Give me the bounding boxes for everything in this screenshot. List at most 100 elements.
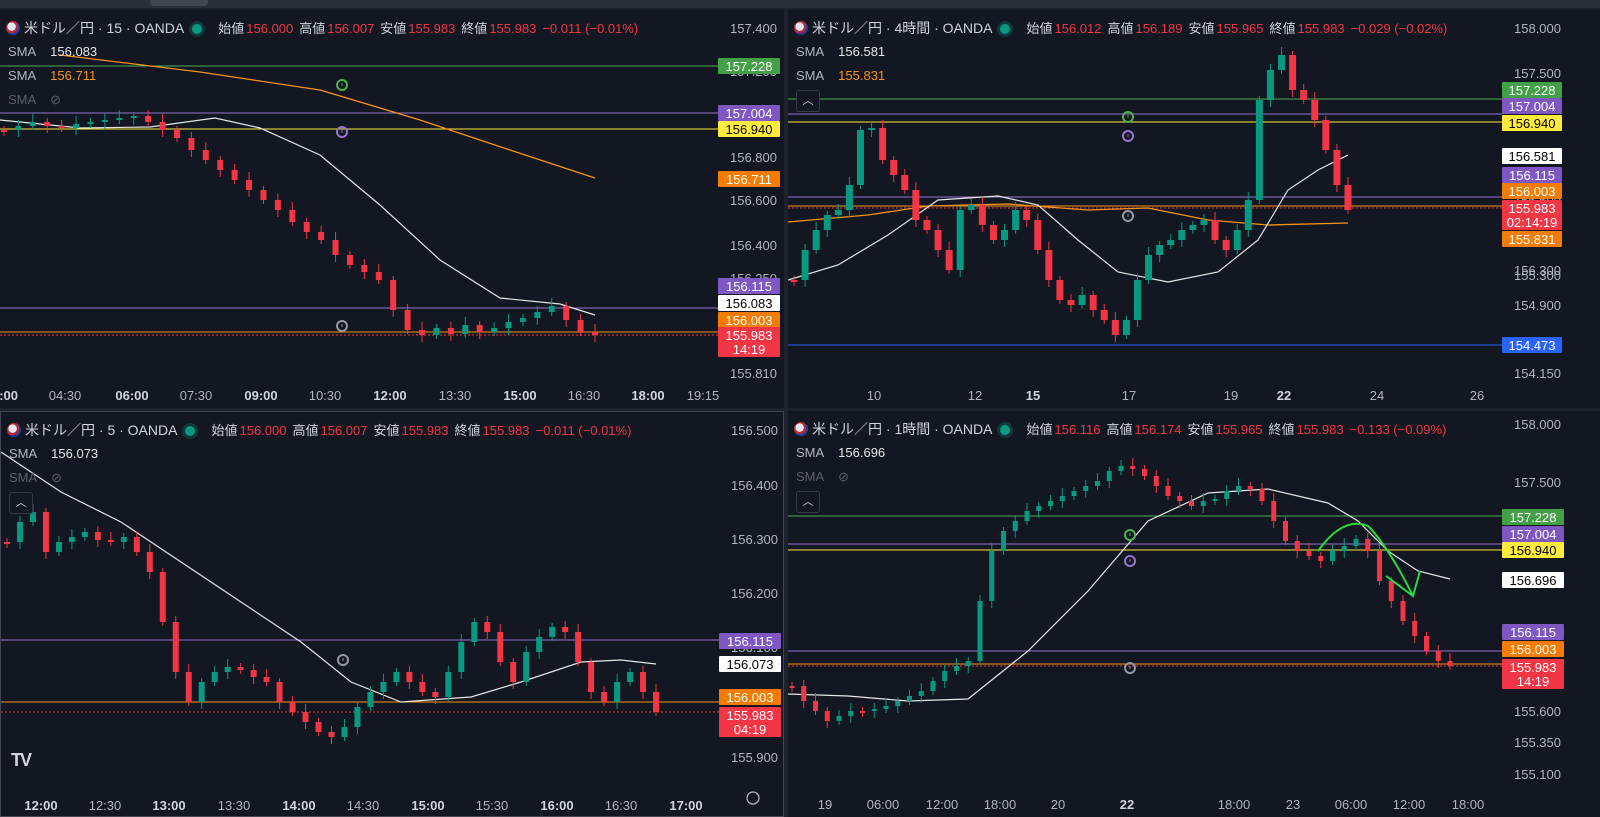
- candle-5m: [29, 512, 36, 522]
- price-tag: [1502, 542, 1564, 558]
- price-tag-label: 155.831: [1509, 232, 1556, 247]
- tradingview-logo-icon[interactable]: TV: [11, 750, 32, 770]
- candle-5m: [614, 682, 621, 702]
- candle-5m: [536, 637, 543, 652]
- y-tick-label: 156.600: [730, 193, 777, 208]
- candle-1h: [1001, 531, 1006, 551]
- candle-4h: [1045, 250, 1053, 280]
- candle-15m: [534, 312, 541, 318]
- eye-hidden-icon[interactable]: ⊘: [838, 469, 850, 484]
- candle-5m: [653, 692, 659, 712]
- candle-5m: [627, 672, 634, 682]
- sma-indicator-2[interactable]: SMA ⊘: [9, 470, 63, 485]
- candle-1h: [1048, 501, 1053, 506]
- x-tick-label: 18:00: [984, 797, 1017, 812]
- price-tag-label: 156.083: [726, 296, 773, 311]
- symbol-title[interactable]: 米ドル／円 · 15 · OANDA: [24, 20, 185, 36]
- candle-15m: [231, 170, 238, 180]
- x-tick-label: 13:00: [152, 798, 185, 813]
- candle-15m: [101, 120, 108, 122]
- candle-5m: [68, 537, 75, 542]
- candle-1h: [1095, 481, 1100, 486]
- x-tick-label: 17: [1122, 388, 1136, 403]
- price-tag-label: 156.003: [1509, 184, 1556, 199]
- y-tick-label: 155.810: [730, 366, 777, 381]
- sma-indicator-3[interactable]: SMA ⊘: [8, 92, 62, 107]
- candle-15m: [505, 322, 512, 328]
- chart-canvas-1h[interactable]: 158.000157.500156.200155.600155.350155.1…: [788, 411, 1600, 817]
- sma-indicator-2[interactable]: SMA 155.831: [796, 68, 886, 83]
- candle-5m: [419, 682, 426, 692]
- candle-1h: [789, 686, 795, 688]
- candle-1h: [1165, 486, 1171, 496]
- symbol-title[interactable]: 米ドル／円 · 5 · OANDA: [25, 422, 178, 438]
- chart-panel-5m[interactable]: 156.500156.400156.300156.200156.100155.9…: [0, 411, 784, 817]
- x-tick-label: 20: [1051, 797, 1065, 812]
- x-tick-label: 06:00: [867, 797, 900, 812]
- eye-hidden-icon[interactable]: ⊘: [51, 470, 63, 485]
- sma-indicator-1[interactable]: SMA 156.581: [796, 44, 886, 59]
- market-status-icon: [1000, 24, 1011, 34]
- alert-clock-icon: [1122, 210, 1134, 222]
- drawing-arrow-curve: [1317, 522, 1414, 597]
- chart-canvas-4h[interactable]: 158.000157.500156.900156.600156.300155.3…: [788, 10, 1600, 408]
- sma-indicator-2[interactable]: SMA 156.711: [8, 68, 97, 83]
- candle-5m: [4, 542, 10, 544]
- candle-4h: [845, 185, 853, 210]
- candle-1h: [954, 666, 959, 671]
- x-tick-label: 15:00: [503, 388, 536, 403]
- candle-4h: [1067, 300, 1075, 305]
- collapse-legend-button[interactable]: ︿: [9, 492, 33, 514]
- chart-panel-1h[interactable]: 158.000157.500156.200155.600155.350155.1…: [788, 411, 1600, 817]
- candle-4h: [912, 190, 920, 220]
- x-tick-label: 18:00: [1452, 797, 1485, 812]
- price-tag: [718, 105, 780, 121]
- candle-4h: [1178, 230, 1186, 240]
- sma-indicator-2[interactable]: SMA ⊘: [796, 469, 850, 484]
- candle-1h: [965, 661, 971, 666]
- settings-gear-icon: [746, 791, 760, 805]
- candle-5m: [198, 682, 205, 702]
- sma-indicator-1[interactable]: SMA 156.073: [9, 446, 99, 461]
- sma-indicator-1[interactable]: SMA 156.083: [8, 44, 98, 59]
- candle-1h: [1247, 486, 1253, 489]
- x-tick-label: 18:00: [1218, 797, 1251, 812]
- eye-hidden-icon[interactable]: ⊘: [50, 92, 62, 107]
- candle-15m: [548, 306, 555, 312]
- collapse-legend-button[interactable]: ︿: [796, 491, 820, 513]
- candle-5m: [315, 722, 322, 732]
- sma-indicator-1[interactable]: SMA 156.696: [796, 445, 886, 460]
- candle-15m: [116, 118, 123, 120]
- candle-4h: [1244, 200, 1252, 230]
- x-tick-label: 10:30: [309, 388, 342, 403]
- price-tag: [1502, 572, 1564, 588]
- price-tag: [1502, 624, 1564, 640]
- candle-1h: [1283, 521, 1288, 541]
- candle-4h: [1145, 255, 1153, 280]
- candle-4h: [901, 175, 909, 190]
- candle-1h: [1177, 496, 1183, 501]
- candle-15m: [159, 122, 166, 130]
- price-tag-label: 155.983: [1510, 660, 1557, 675]
- chart-canvas-5m[interactable]: 156.500156.400156.300156.200156.100155.9…: [1, 412, 784, 817]
- market-status-icon: [185, 426, 196, 436]
- price-tag: [1502, 641, 1564, 657]
- toolbar-tab[interactable]: [150, 0, 208, 6]
- x-tick-label: 19: [1224, 388, 1238, 403]
- candle-4h: [1333, 150, 1341, 185]
- chart-panel-4h[interactable]: 158.000157.500156.900156.600156.300155.3…: [788, 10, 1600, 408]
- symbol-title[interactable]: 米ドル／円 · 1時間 · OANDA: [812, 421, 993, 437]
- chart-panel-15m[interactable]: 157.400157.200156.800156.600156.400156.2…: [0, 10, 784, 408]
- chart-canvas-15m[interactable]: 157.400157.200156.800156.600156.400156.2…: [0, 10, 784, 408]
- x-tick-label: 18:00: [631, 388, 664, 403]
- collapse-legend-button[interactable]: ︿: [796, 90, 820, 112]
- price-axis: [1502, 411, 1600, 817]
- alert-clock-icon: [1122, 111, 1134, 123]
- candle-5m: [588, 662, 595, 692]
- symbol-title[interactable]: 米ドル／円 · 4時間 · OANDA: [812, 20, 993, 36]
- candle-5m: [432, 692, 439, 697]
- candle-1h: [977, 601, 983, 661]
- candle-15m: [130, 116, 137, 118]
- candle-1h: [907, 696, 912, 701]
- candle-15m: [73, 124, 80, 128]
